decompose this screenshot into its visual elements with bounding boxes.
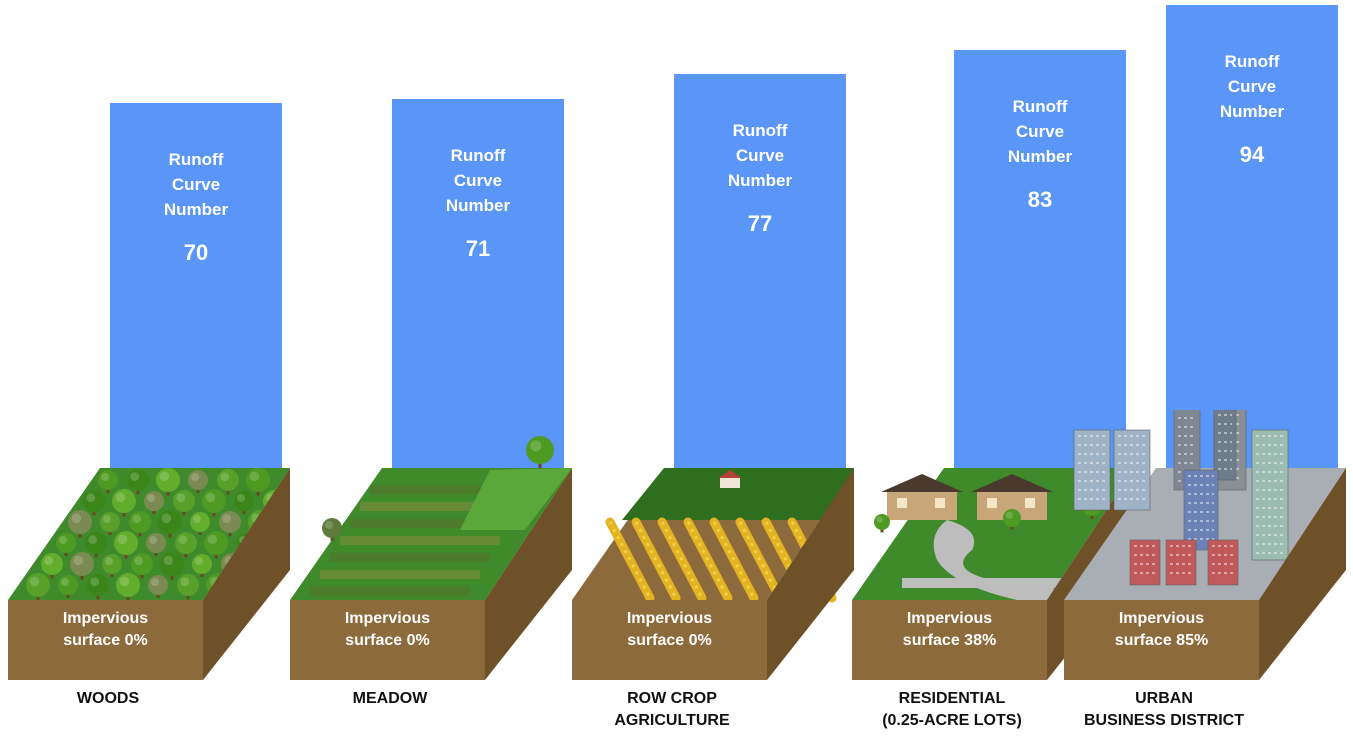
panel-row-crop-agriculture: Runoff Curve Number 77 Impervious surface 0% R… bbox=[572, 0, 854, 736]
impervious-surface-line: Impervious bbox=[62, 610, 149, 627]
curve-number-label-line: Number bbox=[163, 200, 229, 219]
category-label-line: (0.25-ACRE LOTS) bbox=[882, 712, 1022, 729]
curve-number-label-line: Curve bbox=[735, 146, 785, 166]
impervious-surface-line: surface 85% bbox=[1114, 632, 1209, 649]
curve-number-bar: Runoff Curve Number 71 bbox=[392, 98, 564, 470]
impervious-surface-line: surface 0% bbox=[627, 632, 712, 649]
panel-meadow: Runoff Curve Number 71 Impervious surface 0% M… bbox=[290, 0, 572, 736]
curve-number-value: 71 bbox=[465, 235, 491, 261]
impervious-surface-line: Impervious bbox=[1118, 610, 1205, 627]
category-label-line: URBAN bbox=[1135, 690, 1193, 707]
curve-number-value: 83 bbox=[1027, 186, 1053, 212]
impervious-surface-line: surface 0% bbox=[63, 632, 148, 649]
curve-number-label: Runoff Curve Number bbox=[1166, 49, 1338, 124]
curve-number-value: 77 bbox=[747, 211, 773, 237]
curve-number-label-line: Runoff bbox=[450, 145, 506, 165]
impervious-surface-line: surface 0% bbox=[345, 632, 430, 649]
impervious-surface-label: Impervious surface 85% bbox=[1064, 608, 1259, 652]
curve-number-bar: Runoff Curve Number 77 bbox=[674, 74, 846, 470]
curve-number-label-line: Runoff bbox=[732, 121, 788, 141]
curve-number-label-line: Curve bbox=[1227, 76, 1277, 96]
category-label: ROW CROP AGRICULTURE bbox=[572, 688, 772, 732]
curve-number-label-line: Curve bbox=[453, 170, 503, 190]
curve-number-label: Runoff Curve Number bbox=[110, 147, 282, 222]
category-label-line: MEADOW bbox=[352, 690, 428, 707]
curve-number-label-line: Runoff bbox=[1012, 96, 1068, 116]
panel-urban-business-district: Runoff Curve Number 94 Impervious surface 85%… bbox=[1064, 0, 1346, 736]
curve-number-label-line: Number bbox=[1219, 101, 1285, 121]
curve-number-label-line: Number bbox=[1007, 146, 1073, 166]
city-icon bbox=[1064, 410, 1346, 680]
curve-number-value: 70 bbox=[183, 240, 209, 265]
crops-icon bbox=[572, 468, 854, 680]
category-label: URBAN BUSINESS DISTRICT bbox=[1064, 688, 1264, 732]
impervious-surface-label: Impervious surface 38% bbox=[852, 608, 1047, 652]
impervious-surface-label: Impervious surface 0% bbox=[8, 608, 203, 652]
category-label: MEADOW bbox=[290, 688, 490, 710]
category-label-line: AGRICULTURE bbox=[614, 712, 730, 729]
impervious-surface-line: Impervious bbox=[344, 610, 431, 627]
meadow-icon bbox=[290, 436, 572, 680]
impervious-surface-line: Impervious bbox=[906, 610, 993, 627]
curve-number-bar: Runoff Curve Number 94 bbox=[1166, 4, 1338, 470]
curve-number-label-line: Curve bbox=[1015, 121, 1065, 141]
curve-number-label: Runoff Curve Number bbox=[392, 143, 564, 218]
curve-number-bar: Runoff Curve Number 70 bbox=[110, 103, 282, 470]
panel-woods: Runoff Curve Number 70 Impervious surface 0% W… bbox=[8, 0, 290, 736]
curve-number-value: 94 bbox=[1239, 141, 1265, 167]
impervious-surface-line: Impervious bbox=[626, 610, 713, 627]
curve-number-label: Runoff Curve Number bbox=[674, 118, 846, 193]
impervious-surface-label: Impervious surface 0% bbox=[290, 608, 485, 652]
category-label-line: ROW CROP bbox=[627, 690, 717, 707]
category-label: RESIDENTIAL (0.25-ACRE LOTS) bbox=[852, 688, 1052, 732]
panel-residential-0-25-acre-lots: Runoff Curve Number 83 Impervious surface 38%… bbox=[852, 0, 1134, 736]
curve-number-label-line: Number bbox=[445, 195, 511, 215]
forest-icon bbox=[8, 468, 290, 680]
category-label-line: RESIDENTIAL bbox=[898, 690, 1006, 707]
category-label-line: BUSINESS DISTRICT bbox=[1083, 712, 1244, 729]
category-label-line: WOODS bbox=[76, 690, 140, 707]
curve-number-label-line: Number bbox=[727, 171, 793, 191]
category-label: WOODS bbox=[8, 688, 208, 710]
curve-number-label: Runoff Curve Number bbox=[954, 94, 1126, 169]
curve-number-label-line: Runoff bbox=[168, 150, 224, 169]
impervious-surface-line: surface 38% bbox=[902, 632, 997, 649]
curve-number-label-line: Runoff bbox=[1224, 51, 1280, 71]
impervious-surface-label: Impervious surface 0% bbox=[572, 608, 767, 652]
curve-number-label-line: Curve bbox=[171, 175, 221, 194]
curve-number-bar: Runoff Curve Number 83 bbox=[954, 49, 1126, 470]
